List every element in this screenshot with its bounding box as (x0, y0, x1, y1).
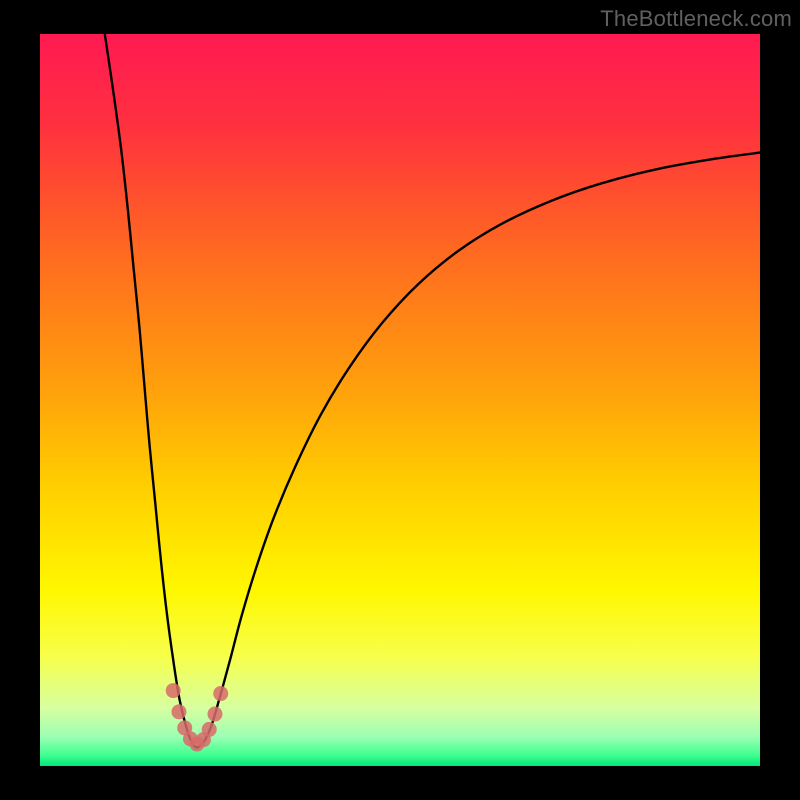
root-container: TheBottleneck.com (0, 0, 800, 800)
trough-marker (202, 722, 217, 737)
trough-marker (213, 686, 228, 701)
trough-marker (207, 707, 222, 722)
watermark-text: TheBottleneck.com (600, 6, 792, 32)
curve-right (197, 153, 760, 748)
curve-left (105, 34, 197, 748)
plot-svg (40, 34, 760, 766)
trough-marker (166, 683, 181, 698)
trough-marker (171, 704, 186, 719)
